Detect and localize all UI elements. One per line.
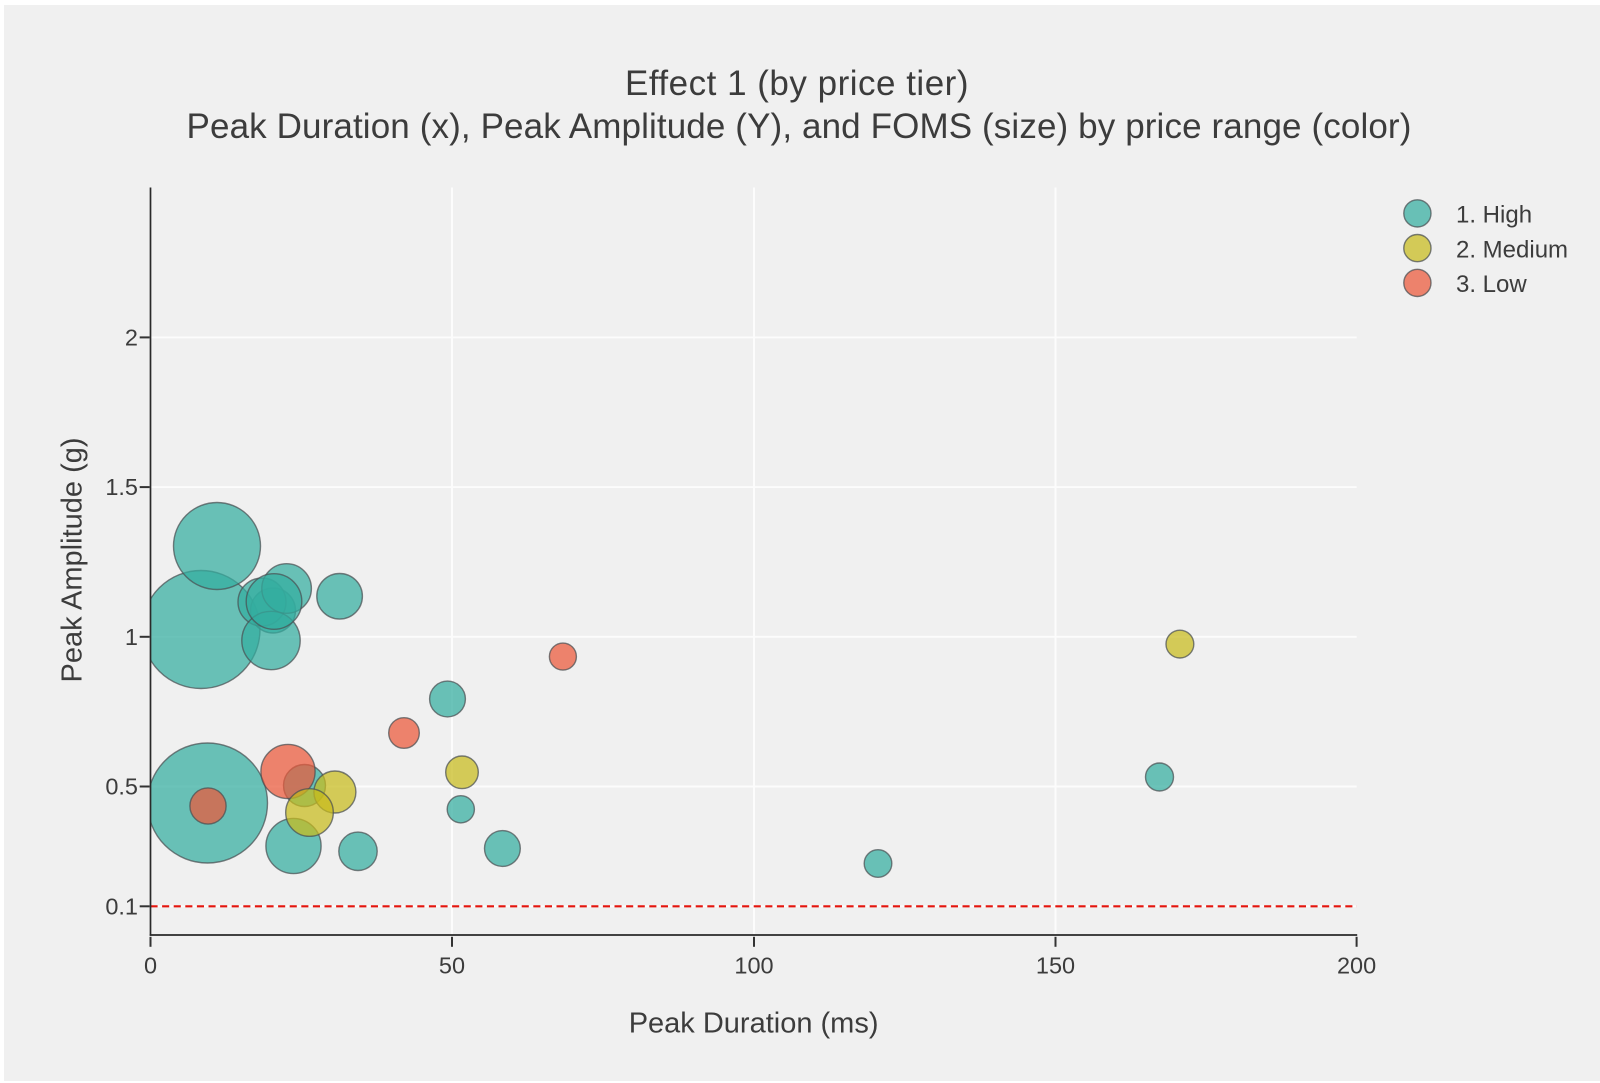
svg-text:50: 50: [439, 953, 465, 979]
svg-text:100: 100: [734, 953, 773, 979]
svg-text:Peak Duration (x), Peak Amplit: Peak Duration (x), Peak Amplitude (Y), a…: [187, 107, 1412, 146]
svg-text:150: 150: [1036, 953, 1075, 979]
svg-text:200: 200: [1337, 953, 1376, 979]
svg-text:1.5: 1.5: [105, 474, 138, 500]
svg-text:0.1: 0.1: [105, 893, 138, 919]
svg-text:Peak Amplitude (g): Peak Amplitude (g): [57, 437, 89, 682]
svg-text:0.5: 0.5: [105, 774, 138, 800]
svg-text:1: 1: [125, 624, 138, 650]
svg-text:0: 0: [144, 953, 157, 979]
svg-text:Effect 1 (by price tier): Effect 1 (by price tier): [625, 64, 969, 103]
svg-text:3. Low: 3. Low: [1456, 271, 1527, 298]
svg-text:2: 2: [125, 324, 138, 350]
svg-text:1. High: 1. High: [1456, 202, 1532, 229]
svg-text:2. Medium: 2. Medium: [1456, 236, 1568, 263]
svg-text:Peak Duration (ms): Peak Duration (ms): [629, 1008, 879, 1040]
